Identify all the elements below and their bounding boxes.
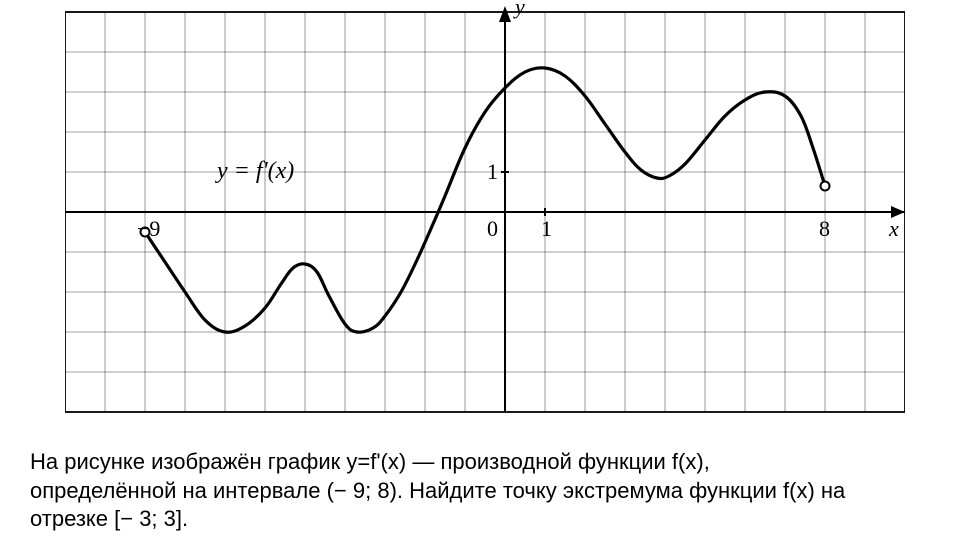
caption-line-3: отрезке [− 3; 3]. [30,506,188,531]
caption-line-1: На рисунке изображён график y=f'(x) — пр… [30,449,710,474]
chart: y x y = f'(x) 0 1 1 −9 8 [65,2,905,422]
open-endpoint-1 [821,182,830,191]
x-axis-label: x [888,216,899,241]
problem-caption: На рисунке изображён график y=f'(x) — пр… [30,448,930,534]
function-label: y = f'(x) [215,158,294,184]
tick-x-1: 1 [541,216,552,241]
tick-x-neg9: −9 [137,216,160,241]
caption-line-2: определённой на интервале (− 9; 8). Найд… [30,478,845,503]
axes [65,6,905,412]
tick-0: 0 [487,216,498,241]
y-axis-arrow-icon [499,6,511,22]
y-axis-label: y [513,2,525,19]
tick-x-8: 8 [819,216,830,241]
chart-svg: y x y = f'(x) 0 1 1 −9 8 [65,2,905,422]
derivative-curve [145,68,825,332]
tick-y-1: 1 [487,159,498,184]
